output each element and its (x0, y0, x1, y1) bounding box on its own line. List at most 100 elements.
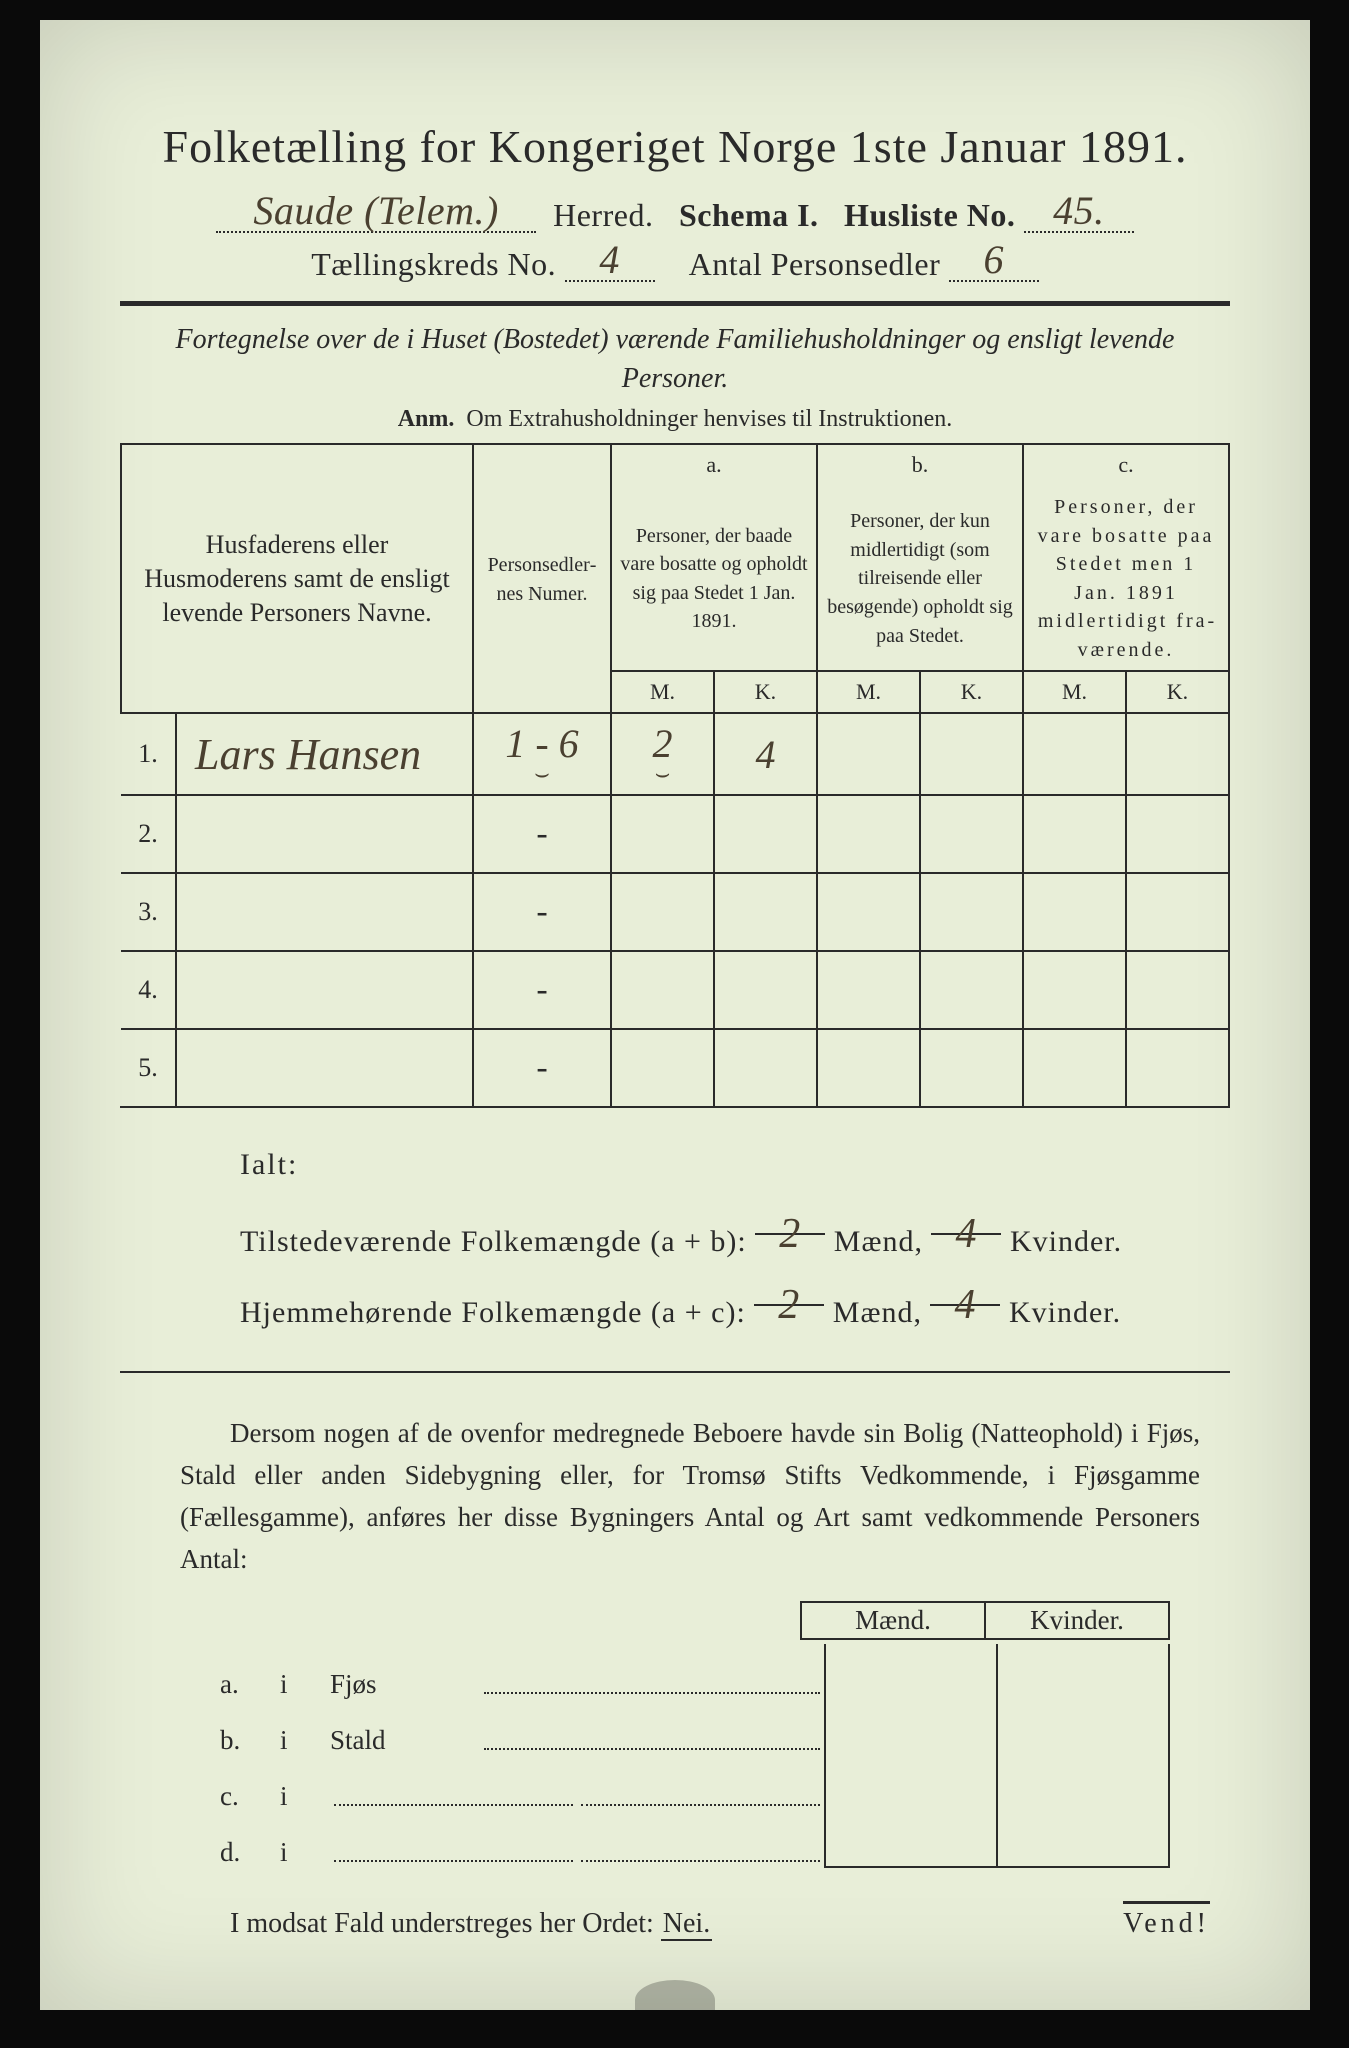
col-head-names: Husfaderens eller Husmoderens samt de en… (121, 444, 473, 713)
byg-row-label: d. (220, 1837, 280, 1868)
byg-k-cell (996, 1700, 1170, 1756)
rule-2 (120, 1371, 1230, 1373)
kreds-field: 4 (565, 242, 655, 282)
bygning-paragraph: Dersom nogen af de ovenfor medregnede Be… (180, 1413, 1200, 1580)
aM-cell (611, 951, 714, 1029)
antal-field: 6 (949, 242, 1039, 282)
husliste-field: 45. (1024, 193, 1134, 233)
l1-m-val: 2 (779, 1211, 801, 1257)
aM-hand: 2 (653, 721, 673, 766)
husliste-label: Husliste No. (844, 197, 1015, 233)
bM-cell (817, 1029, 920, 1106)
vend-label: Vend! (1123, 1901, 1210, 1940)
numer-cell: 1 - 6⌣ (473, 713, 611, 795)
head-c-M: M. (1023, 671, 1126, 714)
table-row: 4. - (121, 951, 1229, 1029)
byg-m-cell (824, 1644, 996, 1700)
cK-cell (1126, 873, 1229, 951)
name-cell (176, 795, 473, 873)
byg-row-label: b. (220, 1725, 280, 1756)
aK-cell (714, 951, 817, 1029)
cK-cell (1126, 795, 1229, 873)
aK-cell (714, 873, 817, 951)
bygning-row: a. i Fjøs (220, 1644, 1170, 1700)
maend-label-2: Mænd, (833, 1296, 922, 1329)
bygning-head: Mænd. Kvinder. (220, 1601, 1170, 1640)
head-c-K: K. (1126, 671, 1229, 714)
l2-k-field: 4 (930, 1270, 1000, 1306)
cM-cell (1023, 713, 1126, 795)
header-line-2: Tællingskreds No. 4 Antal Personsedler 6 (120, 242, 1230, 283)
herred-label: Herred. (553, 197, 653, 233)
aM-cell (611, 1029, 714, 1106)
name-hand: Lars Hansen (195, 730, 421, 779)
kvinder-label-2: Kvinder. (1009, 1296, 1121, 1329)
kvinder-label: Kvinder. (1010, 1225, 1122, 1258)
bygning-row: b. i Stald (220, 1700, 1170, 1756)
form-subtitle: Fortegnelse over de i Huset (Bostedet) v… (160, 320, 1190, 398)
numer-cell: - (473, 1029, 611, 1106)
bygning-row: d. i (220, 1812, 1170, 1868)
row-num: 4. (121, 951, 176, 1029)
col-head-c-text: Personer, der vare bosatte paa Stedet me… (1038, 496, 1215, 661)
header-line-1: Saude (Telem.) Herred. Schema I. Huslist… (120, 193, 1230, 234)
l2-k-val: 4 (954, 1282, 976, 1328)
anm-bold: Anm. (398, 406, 455, 432)
numer-cell: - (473, 951, 611, 1029)
byg-row-label: c. (220, 1781, 280, 1812)
name-cell (176, 951, 473, 1029)
cM-cell (1023, 1029, 1126, 1106)
byg-m-cell (824, 1756, 996, 1812)
cM-cell (1023, 795, 1126, 873)
cK-cell (1126, 951, 1229, 1029)
dotted-fill (581, 1859, 820, 1862)
col-head-numer: Person­sedler­nes Numer. (473, 444, 611, 713)
name-cell: Lars Hansen (176, 713, 473, 795)
aM-cell (611, 795, 714, 873)
nei-word: Nei. (661, 1908, 712, 1941)
l1-k-val: 4 (955, 1211, 977, 1257)
l2-m-val: 2 (778, 1282, 800, 1328)
aM-cell (611, 873, 714, 951)
col-head-names-text: Husfaderens eller Husmoderens samt de en… (144, 530, 449, 627)
totals-line-2: Hjemmehørende Folkemængde (a + c): 2 Mæn… (240, 1270, 1230, 1341)
herred-handwritten: Saude (Telem.) (253, 188, 498, 233)
byg-row-i: i (280, 1725, 330, 1756)
ialt-label: Ialt: (240, 1136, 1230, 1193)
maend-label: Mænd, (834, 1225, 923, 1258)
col-head-c-top: c. (1023, 444, 1229, 486)
hjemme-label: Hjemmehørende Folkemængde (a + c): (240, 1296, 746, 1329)
bK-cell (920, 951, 1023, 1029)
numer-cell: - (473, 795, 611, 873)
cM-cell (1023, 951, 1126, 1029)
bygning-head-k: Kvinder. (984, 1601, 1170, 1640)
byg-row-i: i (280, 1837, 330, 1868)
aK-cell: 4 (714, 713, 817, 795)
rule-under-table (120, 1106, 1230, 1108)
cM-cell (1023, 873, 1126, 951)
byg-row-i: i (280, 1669, 330, 1700)
cK-cell (1126, 713, 1229, 795)
dotted-fill (484, 1747, 820, 1750)
kreds-no: 4 (599, 237, 620, 282)
husliste-no: 45. (1053, 188, 1105, 233)
byg-row-name: Stald (330, 1725, 480, 1756)
nei-pre: I modsat Fald understreges her Ordet: (230, 1908, 661, 1939)
col-head-a-text: Personer, der baade vare bosatte og opho… (620, 525, 807, 633)
cK-cell (1126, 1029, 1229, 1106)
byg-row-label: a. (220, 1669, 280, 1700)
byg-row-name (334, 1859, 573, 1862)
household-table: Husfaderens eller Husmoderens samt de en… (120, 443, 1230, 1106)
paper-tear (635, 1980, 715, 2020)
aK-cell (714, 795, 817, 873)
row-num: 1. (121, 713, 176, 795)
bM-cell (817, 795, 920, 873)
page-background: Folketælling for Kongeriget Norge 1ste J… (0, 0, 1349, 2048)
col-head-b-top: b. (817, 444, 1023, 486)
l1-m-field: 2 (755, 1199, 825, 1235)
table-row: 2. - (121, 795, 1229, 873)
aM-cell: 2⌣ (611, 713, 714, 795)
kreds-label: Tællingskreds No. (311, 246, 556, 282)
census-form-paper: Folketælling for Kongeriget Norge 1ste J… (40, 20, 1310, 2010)
dotted-fill (484, 1691, 820, 1694)
